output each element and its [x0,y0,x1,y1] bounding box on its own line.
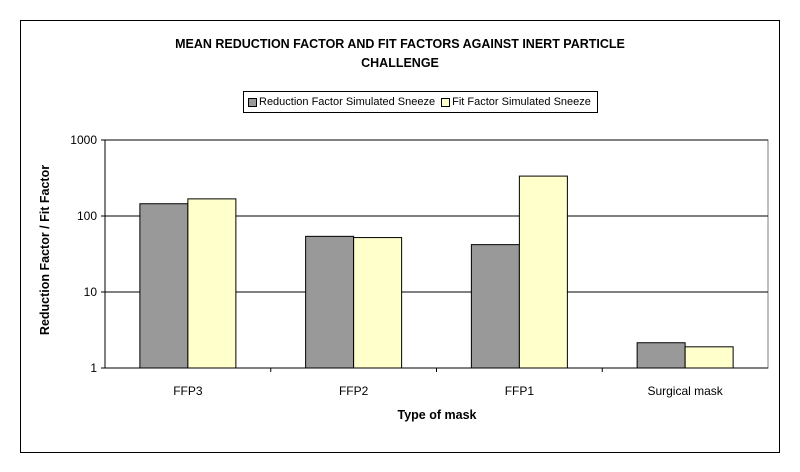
legend-swatch-reduction-factor [248,97,257,107]
legend-item-fit-factor: Fit Factor Simulated Sneeze [441,96,591,108]
bar-fit-factor-2 [518,175,568,369]
bar-reduction-factor-0 [139,203,189,369]
y-axis-label: Reduction Factor / Fit Factor [38,164,52,336]
legend-swatch-fit-factor [441,97,451,107]
bar-reduction-factor-1 [305,235,355,369]
bar-reduction-factor-3 [636,342,686,369]
legend-label-reduction-factor: Reduction Factor Simulated Sneeze [259,96,436,108]
bar-reduction-factor-2 [470,244,520,369]
y-tick-label-100: 100 [77,209,97,223]
x-axis-label: Type of mask [397,408,477,422]
x-tick-label-0: FFP3 [173,384,203,398]
chart-legend: Reduction Factor Simulated Sneeze Fit Fa… [243,91,598,113]
bar-fit-factor-0 [187,198,237,369]
legend-item-reduction-factor: Reduction Factor Simulated Sneeze [248,96,435,108]
x-tick-label-1: FFP2 [339,384,369,398]
y-tick-label-10: 10 [84,285,98,299]
legend-label-fit-factor: Fit Factor Simulated Sneeze [452,96,591,108]
y-tick-label-1000: 1000 [70,133,97,147]
y-tick-label-1: 1 [90,361,97,375]
chart-title-line-2: CHALLENGE [361,56,439,70]
chart-title-line-1: MEAN REDUCTION FACTOR AND FIT FACTORS AG… [175,37,625,51]
bar-fit-factor-3 [684,346,734,369]
bar-fit-factor-1 [353,237,403,369]
x-tick-label-3: Surgical mask [647,384,723,398]
x-tick-label-2: FFP1 [505,384,535,398]
